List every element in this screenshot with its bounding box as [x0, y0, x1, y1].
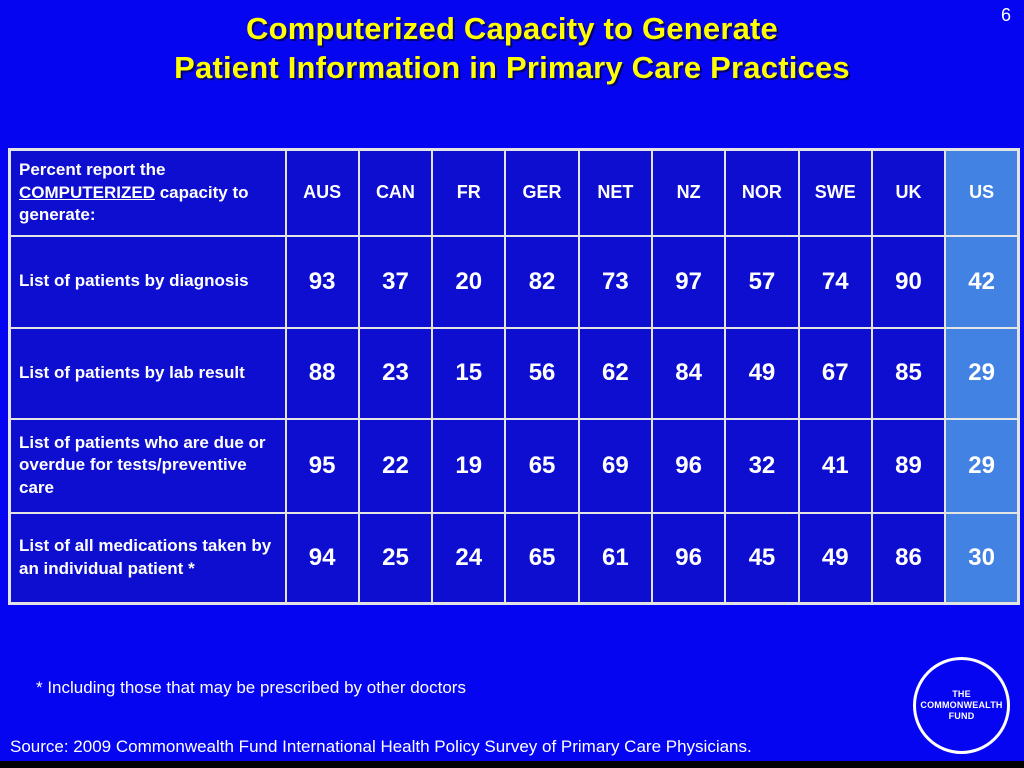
column-header-swe: SWE	[797, 148, 873, 237]
cell-value: 56	[504, 326, 580, 420]
column-header-net: NET	[577, 148, 653, 237]
logo-line2: COMMONWEALTH	[920, 699, 1003, 710]
cell-value: 49	[797, 511, 873, 605]
cell-value: 97	[650, 234, 727, 329]
cell-value: 67	[797, 326, 873, 420]
cell-value: 86	[870, 511, 947, 605]
row-label: List of patients by diagnosis	[8, 234, 287, 329]
slide-title-line2: Patient Information in Primary Care Prac…	[174, 50, 850, 85]
row-label: List of patients by lab result	[8, 326, 287, 420]
caption-underlined: COMPUTERIZED	[19, 182, 155, 202]
logo-line3: FUND	[948, 711, 975, 722]
source-attribution: Source: 2009 Commonwealth Fund Internati…	[10, 737, 752, 756]
cell-value: 24	[431, 511, 507, 605]
table-header-row: Percent report the COMPUTERIZED capacity…	[8, 148, 1020, 237]
cell-value: 73	[577, 234, 653, 329]
cell-value-us: 29	[944, 326, 1020, 420]
column-header-ger: GER	[504, 148, 580, 237]
cell-value: 19	[431, 417, 507, 514]
row-label: List of all medications taken by an indi…	[8, 511, 287, 605]
cell-value: 20	[431, 234, 507, 329]
cell-value: 95	[284, 417, 360, 514]
table-row: List of patients by diagnosis 93 37 20 8…	[8, 234, 1020, 329]
table-row: List of patients by lab result 88 23 15 …	[8, 326, 1020, 420]
cell-value: 62	[577, 326, 653, 420]
commonwealth-fund-logo-text: THE COMMONWEALTH FUND	[920, 689, 1002, 723]
column-header-can: CAN	[357, 148, 434, 237]
cell-value: 94	[284, 511, 360, 605]
cell-value-us: 29	[944, 417, 1020, 514]
cell-value: 90	[870, 234, 947, 329]
cell-value: 32	[724, 417, 800, 514]
column-header-aus: AUS	[284, 148, 360, 237]
cell-value: 82	[504, 234, 580, 329]
cell-value-us: 42	[944, 234, 1020, 329]
commonwealth-fund-logo: THE COMMONWEALTH FUND	[913, 657, 1010, 754]
caption-part1: Percent report the	[19, 160, 166, 180]
cell-value: 96	[650, 417, 727, 514]
cell-value: 45	[724, 511, 800, 605]
cell-value: 49	[724, 326, 800, 420]
cell-value: 23	[357, 326, 434, 420]
cell-value: 93	[284, 234, 360, 329]
column-header-nz: NZ	[650, 148, 727, 237]
cell-value: 74	[797, 234, 873, 329]
cell-value: 15	[431, 326, 507, 420]
column-header-us: US	[944, 148, 1020, 237]
footnote: * Including those that may be prescribed…	[36, 678, 466, 697]
slide-title: Computerized Capacity to Generate Patien…	[0, 9, 1024, 87]
cell-value: 89	[870, 417, 947, 514]
cell-value: 25	[357, 511, 434, 605]
row-label: List of patients who are due or overdue …	[8, 417, 287, 514]
table-row: List of all medications taken by an indi…	[8, 511, 1020, 605]
cell-value: 69	[577, 417, 653, 514]
table-row: List of patients who are due or overdue …	[8, 417, 1020, 514]
column-header-nor: NOR	[724, 148, 800, 237]
table-caption: Percent report the COMPUTERIZED capacity…	[8, 148, 287, 237]
cell-value: 85	[870, 326, 947, 420]
cell-value: 61	[577, 511, 653, 605]
page-number: 6	[1000, 5, 1011, 25]
bottom-bar	[0, 761, 1024, 768]
cell-value: 84	[650, 326, 727, 420]
cell-value: 96	[650, 511, 727, 605]
column-header-uk: UK	[870, 148, 947, 237]
cell-value: 37	[357, 234, 434, 329]
cell-value: 65	[504, 417, 580, 514]
cell-value: 41	[797, 417, 873, 514]
data-table: Percent report the COMPUTERIZED capacity…	[8, 148, 1020, 605]
slide-title-line1: Computerized Capacity to Generate	[246, 11, 778, 46]
column-header-fr: FR	[431, 148, 507, 237]
cell-value: 88	[284, 326, 360, 420]
caption-part2: capacity to generate:	[19, 182, 249, 224]
cell-value-us: 30	[944, 511, 1020, 605]
cell-value: 22	[357, 417, 434, 514]
cell-value: 57	[724, 234, 800, 329]
logo-line1: THE	[952, 688, 971, 699]
cell-value: 65	[504, 511, 580, 605]
